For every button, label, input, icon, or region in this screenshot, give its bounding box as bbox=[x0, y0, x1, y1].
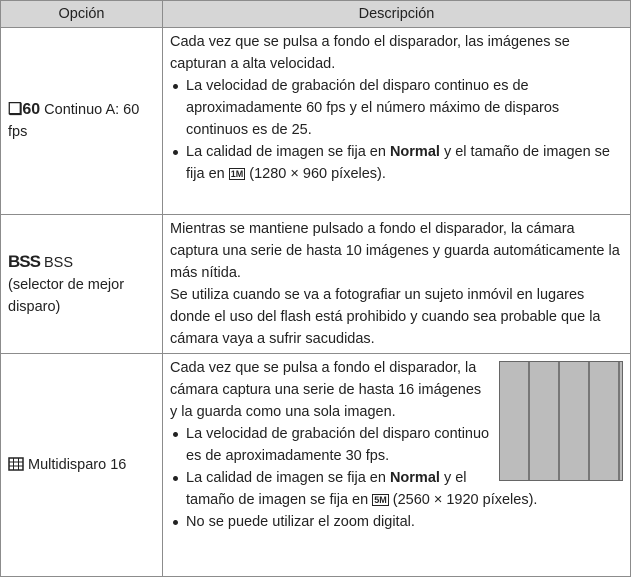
text: (2560 × 1920 píxeles). bbox=[388, 492, 538, 508]
bold-text: Normal bbox=[389, 144, 440, 160]
header-cell: Descripción bbox=[162, 0, 631, 28]
text: La calidad de imagen se fija en bbox=[186, 470, 390, 486]
description-cell: Cada vez que se pulsa a fondo el dispara… bbox=[162, 353, 631, 577]
bullet: La velocidad de grabación del disparo co… bbox=[173, 75, 623, 141]
size-icon: 5M bbox=[372, 494, 389, 506]
paragraph: Cada vez que se pulsa a fondo el dispara… bbox=[170, 360, 482, 420]
paragraph: Cada vez que se pulsa a fondo el dispara… bbox=[170, 34, 570, 72]
text: y el tamaño de imagen se fija en bbox=[186, 144, 610, 182]
text: y el tamaño de imagen se fija en bbox=[186, 470, 467, 508]
option-cell: BSS BSS (selector de mejor disparo) bbox=[0, 214, 163, 354]
option-label: Multidisparo 16 bbox=[28, 457, 127, 473]
option-label: Continuo A: 60 fps bbox=[8, 102, 140, 140]
bullet: No se puede utilizar el zoom digital. bbox=[173, 511, 623, 533]
sample-image bbox=[499, 361, 623, 481]
description-cell: Cada vez que se pulsa a fondo el dispara… bbox=[162, 27, 631, 215]
mode-icon-text: 60 bbox=[22, 101, 41, 118]
option-sub: (selector de mejor disparo) bbox=[8, 276, 125, 315]
text: (1280 × 960 píxeles). bbox=[245, 166, 386, 182]
option-cell: ❑60 Continuo A: 60 fps bbox=[0, 27, 163, 215]
paragraph: Se utiliza cuando se va a fotografiar un… bbox=[170, 287, 601, 347]
paragraph: Mientras se mantiene pulsado a fondo el … bbox=[170, 221, 620, 281]
header-cell: Opción bbox=[0, 0, 163, 28]
mode-icon: ❑ bbox=[8, 101, 23, 118]
text: La calidad de imagen se fija en bbox=[186, 144, 390, 160]
bullet: La velocidad de grabación del disparo co… bbox=[173, 423, 623, 467]
bold-text: Normal bbox=[389, 470, 440, 486]
mode-icon: BSS bbox=[8, 251, 41, 271]
option-label: BSS bbox=[44, 254, 74, 271]
bullet: La calidad de imagen se fija en Normal y… bbox=[173, 467, 623, 511]
option-cell: Multidisparo 16 bbox=[0, 353, 163, 577]
size-icon: 1M bbox=[228, 168, 246, 180]
bullets: La velocidad de grabación del disparo co… bbox=[170, 75, 623, 185]
mode-icon bbox=[8, 457, 24, 471]
bullet: La calidad de imagen se fija en Normal y… bbox=[173, 141, 623, 185]
description-cell: Mientras se mantiene pulsado a fondo el … bbox=[162, 214, 631, 354]
bullets: La velocidad de grabación del disparo co… bbox=[170, 423, 623, 533]
